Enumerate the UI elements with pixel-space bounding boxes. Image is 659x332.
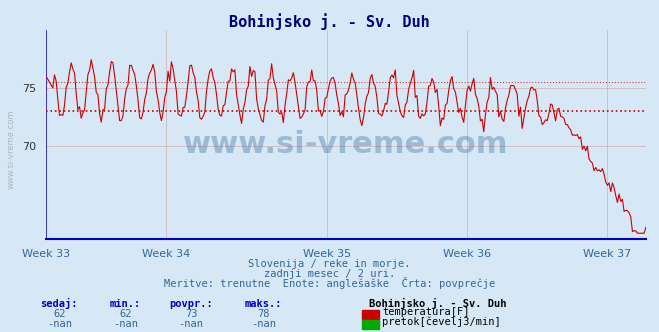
Text: pretok[čevelj3/min]: pretok[čevelj3/min] <box>382 317 501 327</box>
Text: -nan: -nan <box>179 319 204 329</box>
Text: -nan: -nan <box>47 319 72 329</box>
Text: Bohinjsko j. - Sv. Duh: Bohinjsko j. - Sv. Duh <box>229 13 430 30</box>
Text: -nan: -nan <box>113 319 138 329</box>
Text: 62: 62 <box>53 309 65 319</box>
Text: 78: 78 <box>258 309 270 319</box>
Text: www.si-vreme.com: www.si-vreme.com <box>183 130 509 159</box>
Text: sedaj:: sedaj: <box>41 298 78 309</box>
Text: 73: 73 <box>185 309 197 319</box>
Text: maks.:: maks.: <box>245 299 282 309</box>
Text: 62: 62 <box>119 309 131 319</box>
Text: Bohinjsko j. - Sv. Duh: Bohinjsko j. - Sv. Duh <box>369 298 507 309</box>
Text: povpr.:: povpr.: <box>169 299 213 309</box>
Text: Slovenija / reke in morje.: Slovenija / reke in morje. <box>248 259 411 269</box>
Text: www.si-vreme.com: www.si-vreme.com <box>7 110 16 189</box>
Text: zadnji mesec / 2 uri.: zadnji mesec / 2 uri. <box>264 269 395 279</box>
Text: Meritve: trenutne  Enote: anglešaške  Črta: povprečje: Meritve: trenutne Enote: anglešaške Črta… <box>164 277 495 289</box>
Text: -nan: -nan <box>251 319 276 329</box>
Text: temperatura[F]: temperatura[F] <box>382 307 470 317</box>
Text: min.:: min.: <box>109 299 141 309</box>
